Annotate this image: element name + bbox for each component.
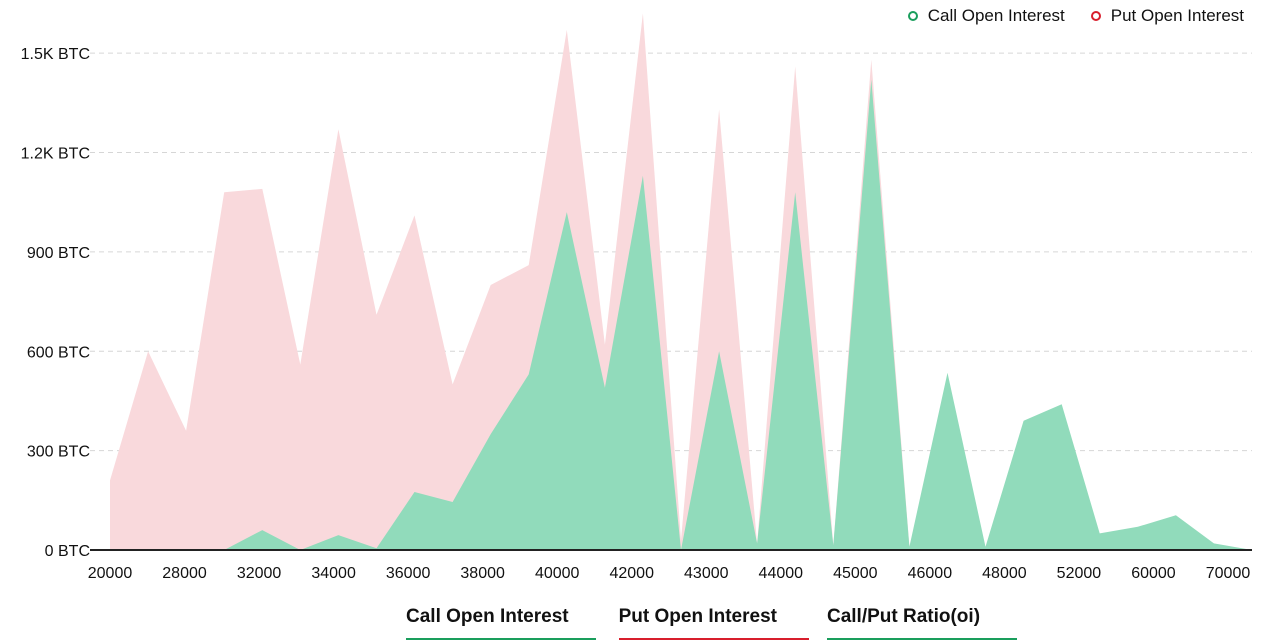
- y-tick-label: 900 BTC: [27, 245, 90, 262]
- tab-label: Put Open Interest: [618, 606, 777, 627]
- tab-call-put-ratio[interactable]: Call/Put Ratio(oi): [826, 606, 1017, 640]
- legend-put-label: Put Open Interest: [1110, 6, 1244, 25]
- x-tick-label: 28000: [162, 565, 207, 582]
- x-tick-label: 34000: [311, 565, 356, 582]
- y-tick-label: 1.2K BTC: [21, 146, 90, 163]
- x-tick-label: 32000: [237, 565, 282, 582]
- call-dot-icon: [907, 11, 918, 21]
- chart-areas: [110, 13, 1252, 550]
- tab-label: Call/Put Ratio(oi): [826, 606, 981, 627]
- put-open-interest-area: [110, 13, 1252, 550]
- chart-tabs: Call Open Interest Put Open Interest Cal…: [406, 606, 1030, 640]
- x-tick-label: 42000: [609, 565, 654, 582]
- y-tick-label: 0 BTC: [45, 543, 90, 560]
- tab-call-open-interest[interactable]: Call Open Interest: [406, 606, 596, 640]
- x-tick-label: 38000: [460, 565, 505, 582]
- x-tick-label: 70000: [1206, 565, 1251, 582]
- tab-underline: [826, 638, 1017, 640]
- x-tick-label: 40000: [535, 565, 580, 582]
- y-tick-label: 1.5K BTC: [21, 46, 90, 63]
- x-tick-label: 20000: [88, 565, 133, 582]
- x-tick-label: 45000: [833, 565, 878, 582]
- tab-underline: [618, 638, 809, 640]
- y-tick-label: 300 BTC: [27, 444, 90, 461]
- y-tick-label: 600 BTC: [27, 344, 90, 361]
- tab-label: Call Open Interest: [406, 606, 569, 627]
- x-tick-label: 60000: [1131, 565, 1176, 582]
- x-tick-label: 46000: [908, 565, 953, 582]
- x-tick-label: 36000: [386, 565, 431, 582]
- legend-item-put[interactable]: Put Open Interest: [1090, 6, 1244, 26]
- x-tick-label: 44000: [759, 565, 804, 582]
- chart-legend: Call Open Interest Put Open Interest: [907, 6, 1244, 26]
- x-tick-label: 48000: [982, 565, 1027, 582]
- legend-item-call[interactable]: Call Open Interest: [907, 6, 1065, 26]
- chart-axes: 0 BTC 300 BTC 600 BTC 900 BTC 1.2K BTC 1.5K B…: [21, 46, 1252, 582]
- legend-call-label: Call Open Interest: [927, 6, 1065, 25]
- tab-put-open-interest[interactable]: Put Open Interest: [618, 606, 809, 640]
- put-dot-icon: [1090, 11, 1101, 21]
- tab-underline: [406, 638, 596, 640]
- x-tick-label: 43000: [684, 565, 729, 582]
- x-tick-label: 52000: [1057, 565, 1102, 582]
